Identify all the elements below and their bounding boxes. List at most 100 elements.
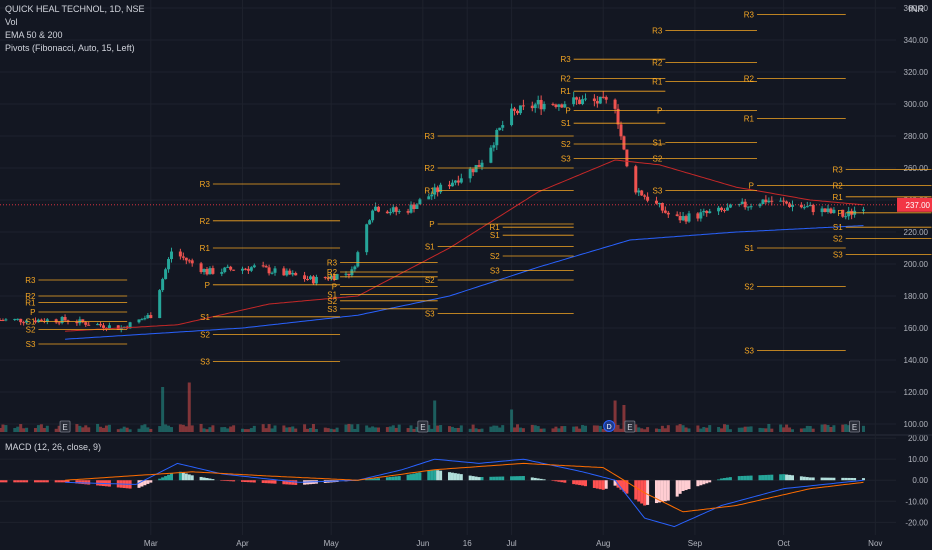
candle-body [447, 184, 451, 187]
candle-body [820, 208, 824, 213]
macd-histogram-bar [489, 476, 493, 481]
macd-histogram-bar [696, 480, 700, 487]
pivot-level-label: R2 [200, 217, 211, 226]
volume-bar [450, 426, 454, 432]
macd-histogram-bar [563, 480, 567, 483]
price-tick-label: 140.00 [904, 356, 929, 365]
volume-bar [33, 428, 37, 432]
volume-bar [557, 428, 561, 432]
earnings-marker [624, 420, 636, 433]
time-tick-label: Jul [506, 539, 516, 548]
macd-indicator-label[interactable]: MACD (12, 26, close, 9) [5, 442, 102, 452]
candle-body [717, 207, 721, 212]
volume-bar [725, 424, 729, 432]
macd-histogram-bar [802, 476, 806, 481]
candle-body [199, 263, 203, 273]
macd-histogram-bar [220, 480, 224, 481]
volume-bar [205, 429, 209, 432]
volume-bar [518, 427, 522, 432]
macd-histogram-bar [681, 480, 685, 492]
volume-bar [802, 428, 806, 432]
symbol-title[interactable]: QUICK HEAL TECHNOL, 1D, NSE [5, 4, 145, 14]
candle-body [498, 127, 502, 130]
macd-histogram-bar [368, 479, 372, 481]
macd-histogram-bar [450, 472, 454, 481]
volume-bar [344, 424, 348, 432]
volume-bar [436, 425, 440, 432]
macd-histogram-bar [811, 477, 815, 481]
price-tick-label: 360.00 [904, 4, 929, 13]
macd-histogram-bar [78, 480, 82, 484]
candle-body [344, 273, 348, 275]
candle-body [788, 203, 792, 207]
macd-histogram-bar [841, 477, 845, 481]
macd-histogram-bar [371, 478, 375, 481]
candle-body [832, 209, 836, 214]
price-tick-label: 260.00 [904, 164, 929, 173]
volume-bar [578, 428, 582, 432]
candle-body [394, 207, 398, 212]
candle-body [220, 272, 224, 274]
macd-histogram-bar [551, 480, 555, 481]
candle-body [779, 200, 783, 202]
candle-body [604, 97, 608, 100]
macd-histogram-bar [226, 480, 230, 482]
ema50-line [65, 159, 864, 332]
volume-bar [746, 426, 750, 432]
dividend-marker [603, 420, 616, 432]
earnings-marker [59, 420, 71, 433]
ema-indicator-label[interactable]: EMA 50 & 200 [5, 30, 63, 40]
volume-bar [178, 424, 182, 432]
candle-body [799, 204, 803, 208]
volume-bar [116, 429, 120, 432]
pivot-level-label: S2 [653, 154, 663, 163]
pivot-level-label: R3 [744, 10, 755, 19]
macd-histogram-bar [578, 480, 582, 486]
pivot-level-label: S3 [561, 154, 571, 163]
candle-body [406, 211, 410, 213]
macd-histogram-bar [456, 473, 460, 481]
macd-histogram-bar [436, 470, 440, 481]
price-tick-label: 100.00 [904, 420, 929, 429]
pivot-level-label: S3 [833, 250, 843, 259]
candle-body [501, 125, 505, 128]
price-tick-label: 160.00 [904, 324, 929, 333]
pivot-level-label: R1 [560, 87, 571, 96]
macd-histogram-bar [412, 473, 416, 481]
volume-bar [619, 428, 623, 432]
volume-bar [22, 428, 26, 432]
candle-body [397, 211, 401, 213]
volume-bar [533, 425, 537, 432]
macd-histogram-bar [385, 477, 389, 481]
candle-body [699, 212, 703, 219]
volume-bar [456, 427, 460, 432]
candle-body [101, 325, 105, 328]
macd-histogram-bar [637, 480, 641, 502]
volume-indicator-label[interactable]: Vol [5, 17, 18, 27]
candle-body [770, 200, 774, 202]
macd-histogram-bar [418, 472, 422, 481]
candle-body [87, 324, 91, 326]
pivot-level-label: R2 [832, 182, 843, 191]
volume-bar [643, 429, 647, 432]
macd-histogram-bar [261, 480, 265, 483]
candle-body [646, 196, 650, 201]
volume-bar [267, 424, 271, 432]
candle-body [625, 149, 629, 167]
volume-bar [371, 426, 375, 432]
macd-histogram-bar [722, 478, 726, 481]
volume-bar [459, 425, 463, 432]
volume-bar [536, 426, 540, 432]
volume-bar [181, 424, 185, 432]
pivots-indicator-label[interactable]: Pivots (Fibonacci, Auto, 15, Left) [5, 43, 135, 53]
volume-bar [75, 424, 79, 432]
macd-histogram-bar [678, 480, 682, 494]
volume-bar [84, 425, 88, 432]
volume-bar [409, 425, 413, 432]
volume-bar [311, 424, 315, 432]
candle-body [167, 259, 171, 270]
volume-bar [699, 428, 703, 432]
volume-bar [412, 428, 416, 432]
macd-tick-label: -20.00 [905, 518, 928, 527]
